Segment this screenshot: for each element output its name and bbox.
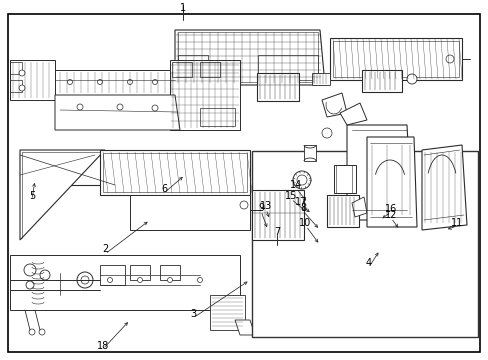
Circle shape <box>40 270 50 280</box>
Circle shape <box>127 80 132 85</box>
Circle shape <box>240 201 247 209</box>
Text: 7: 7 <box>273 227 280 237</box>
Circle shape <box>77 104 83 110</box>
Polygon shape <box>130 195 249 230</box>
Circle shape <box>445 55 453 63</box>
Circle shape <box>97 80 102 85</box>
Bar <box>361 70 401 92</box>
Polygon shape <box>175 30 325 85</box>
Text: 10: 10 <box>298 218 310 228</box>
Polygon shape <box>421 145 466 230</box>
Text: 9: 9 <box>257 203 264 213</box>
Circle shape <box>19 85 25 91</box>
Bar <box>311 73 329 85</box>
Text: 8: 8 <box>299 203 305 213</box>
Bar <box>333 165 355 193</box>
Text: 2: 2 <box>102 244 108 254</box>
Text: 13: 13 <box>259 201 271 211</box>
Circle shape <box>107 278 112 283</box>
Bar <box>200 62 220 77</box>
Text: 18: 18 <box>97 341 109 351</box>
Circle shape <box>152 80 157 85</box>
Text: 15: 15 <box>284 191 297 201</box>
Polygon shape <box>55 70 175 95</box>
Circle shape <box>77 272 93 288</box>
Text: 1: 1 <box>180 3 185 13</box>
Polygon shape <box>346 125 411 220</box>
Circle shape <box>321 128 331 138</box>
Text: 11: 11 <box>450 218 462 228</box>
Polygon shape <box>321 93 346 117</box>
Bar <box>103 153 246 192</box>
Polygon shape <box>235 320 254 335</box>
Bar <box>332 41 458 77</box>
Bar <box>257 73 298 101</box>
Polygon shape <box>10 255 240 310</box>
Circle shape <box>81 276 89 284</box>
Circle shape <box>137 278 142 283</box>
Bar <box>251 151 477 337</box>
Circle shape <box>19 70 25 76</box>
Circle shape <box>296 175 306 185</box>
Polygon shape <box>10 60 55 100</box>
Bar <box>178 32 317 82</box>
Text: 17: 17 <box>294 197 306 207</box>
Bar <box>258 55 317 80</box>
Polygon shape <box>329 38 461 80</box>
Circle shape <box>24 264 36 276</box>
Polygon shape <box>170 60 240 130</box>
Bar <box>10 62 22 74</box>
Text: 4: 4 <box>365 258 371 268</box>
Polygon shape <box>20 150 105 240</box>
Circle shape <box>197 278 202 283</box>
Text: 5: 5 <box>29 191 35 201</box>
Bar <box>130 265 150 280</box>
Bar <box>100 265 125 285</box>
Polygon shape <box>100 150 249 195</box>
Bar <box>326 195 358 227</box>
Circle shape <box>29 329 35 335</box>
Circle shape <box>67 80 72 85</box>
Circle shape <box>167 278 172 283</box>
Polygon shape <box>20 155 115 185</box>
Circle shape <box>26 281 34 289</box>
Bar <box>251 190 304 240</box>
Circle shape <box>152 105 158 111</box>
Circle shape <box>39 329 45 335</box>
Polygon shape <box>339 103 366 125</box>
Polygon shape <box>351 197 366 217</box>
Bar <box>178 55 207 80</box>
Bar <box>304 145 315 161</box>
Text: 3: 3 <box>189 309 196 319</box>
Bar <box>10 80 22 92</box>
Circle shape <box>292 171 310 189</box>
Text: 6: 6 <box>161 184 167 194</box>
Polygon shape <box>366 137 416 227</box>
Circle shape <box>117 104 123 110</box>
Text: 14: 14 <box>289 180 302 190</box>
Bar <box>200 108 235 126</box>
Polygon shape <box>55 95 180 130</box>
Text: 16: 16 <box>384 204 396 214</box>
Bar <box>160 265 180 280</box>
Bar <box>172 62 192 77</box>
Circle shape <box>406 74 416 84</box>
Polygon shape <box>209 295 244 330</box>
Text: 12: 12 <box>384 210 396 220</box>
